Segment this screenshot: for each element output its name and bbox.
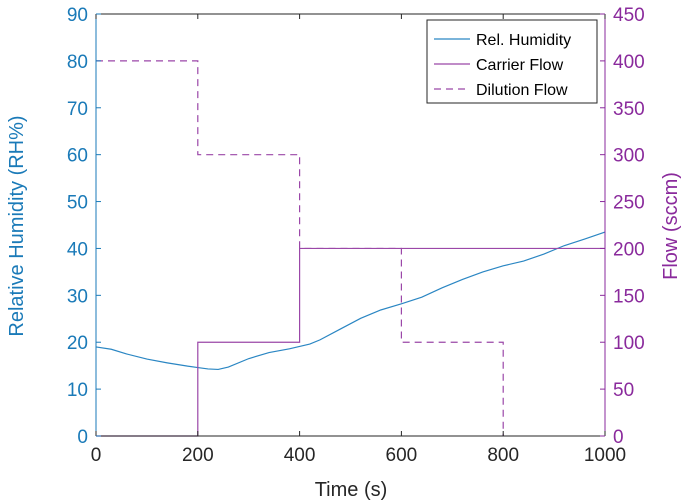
y-right-tick-label: 300 — [613, 146, 645, 167]
x-tick-label: 600 — [386, 445, 418, 466]
x-axis-title: Time (s) — [315, 479, 388, 501]
y-left-tick-label: 80 — [67, 52, 88, 73]
legend: Rel. Humidity Carrier Flow Dilution Flow — [426, 19, 598, 104]
y-left-tick-label: 40 — [67, 239, 88, 260]
y-right-tick-label: 150 — [613, 286, 645, 307]
y-right-tick-label: 100 — [613, 333, 645, 354]
axes-layer — [95, 13, 606, 437]
y-right-tick-label: 50 — [613, 380, 634, 401]
x-tick-label: 0 — [91, 445, 102, 466]
y-left-tick-label: 60 — [67, 146, 88, 167]
y-left-tick-label: 10 — [67, 380, 88, 401]
legend-label-dilution: Dilution Flow — [476, 82, 568, 99]
legend-label-humidity: Rel. Humidity — [476, 32, 571, 49]
legend-label-carrier: Carrier Flow — [476, 57, 564, 74]
y-left-tick-label: 70 — [67, 99, 88, 120]
y-right-tick-label: 0 — [613, 427, 624, 448]
y-left-tick-label: 0 — [77, 427, 88, 448]
series-line-rel-humidity — [95, 231, 606, 371]
y-axis-right-title: Flow (sccm) — [660, 172, 682, 280]
y-left-tick-label: 30 — [67, 286, 88, 307]
y-right-tick-label: 200 — [613, 239, 645, 260]
y-right-tick-label: 250 — [613, 193, 645, 214]
ticks-layer: 0 200 400 600 800 100001020304050607080900501… — [67, 5, 645, 466]
y-right-tick-label: 400 — [613, 52, 645, 73]
y-left-tick-label: 50 — [67, 193, 88, 214]
x-tick-label: 1000 — [584, 445, 626, 466]
x-tick-label: 400 — [284, 445, 316, 466]
y-right-tick-label: 450 — [613, 5, 645, 26]
y-left-tick-label: 90 — [67, 5, 88, 26]
y-left-tick-label: 20 — [67, 333, 88, 354]
x-tick-label: 200 — [182, 445, 214, 466]
x-tick-label: 800 — [487, 445, 519, 466]
legend-box — [426, 19, 598, 104]
series-line-dilution-flow — [96, 60, 504, 436]
y-right-tick-label: 350 — [613, 99, 645, 120]
y-axis-left-title: Relative Humidity (RH%) — [6, 115, 28, 336]
